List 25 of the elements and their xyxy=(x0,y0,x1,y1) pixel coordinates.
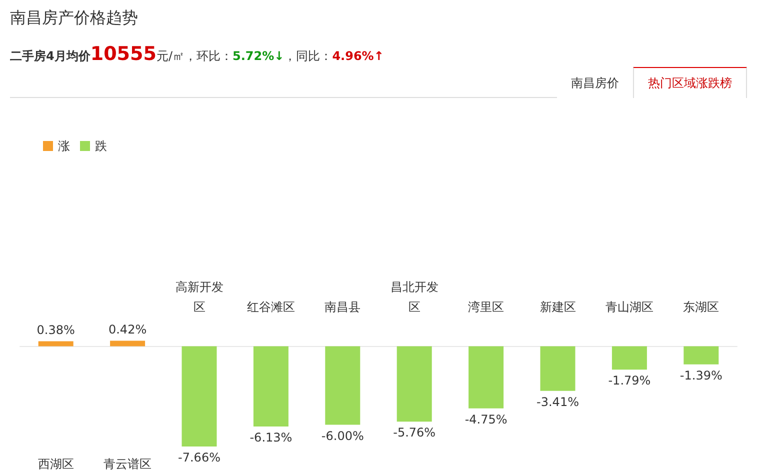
x-tick-label: 昌北开发区 xyxy=(390,280,438,314)
x-tick-label: 西湖区 xyxy=(38,457,74,471)
data-label: 0.38% xyxy=(36,323,75,338)
data-label: -7.66% xyxy=(178,450,220,465)
data-label: -6.00% xyxy=(321,428,364,443)
legend-label: 跌 xyxy=(95,139,107,153)
data-label: -4.75% xyxy=(464,412,508,426)
data-label: -3.41% xyxy=(536,394,579,409)
x-tick-label: 青山湖区 xyxy=(605,300,654,314)
x-tick-label: 南昌县 xyxy=(324,300,361,314)
data-label: -1.39% xyxy=(680,368,722,382)
x-tick-label: 新建区 xyxy=(540,300,576,314)
x-tick-label: 湾里区 xyxy=(468,300,504,314)
data-label: 0.42% xyxy=(108,322,147,337)
chart-title: 南昌房产价格趋势 xyxy=(10,8,138,29)
x-tick-label: 红谷滩区 xyxy=(246,300,295,314)
active-tab: 热门区域涨跌榜 xyxy=(633,67,747,98)
legend-label: 涨 xyxy=(58,139,70,153)
x-tick-label: 高新开发区 xyxy=(175,280,224,314)
data-label: -1.79% xyxy=(608,374,651,388)
chart-subtitle: 二手房4月均价10555元/㎡，环比：5.72%↓，同比：4.96%↑ xyxy=(10,43,384,65)
x-tick-label: 青云谱区 xyxy=(104,457,152,471)
data-label: -6.13% xyxy=(250,430,292,445)
data-label: -5.76% xyxy=(393,426,436,440)
x-tick-label: 东湖区 xyxy=(683,300,720,314)
